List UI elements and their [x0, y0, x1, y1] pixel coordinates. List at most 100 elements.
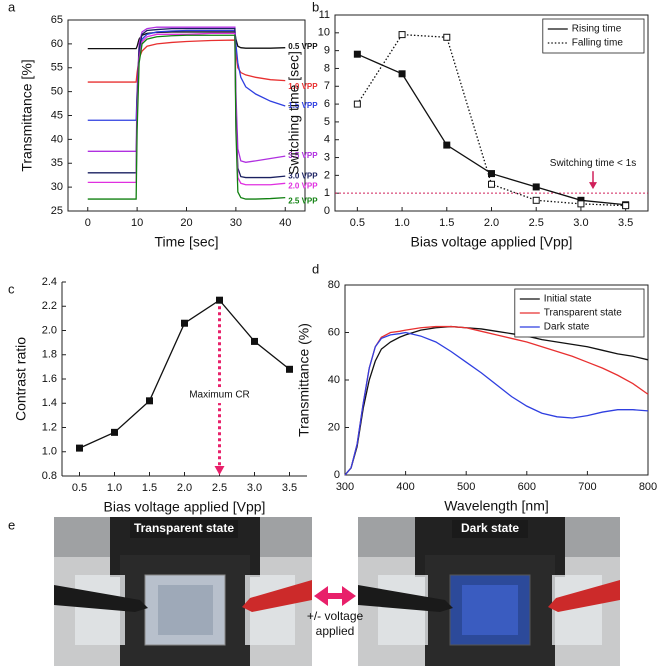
- legend-label: Dark state: [544, 322, 590, 333]
- y-axis-label: Transmittance (%): [296, 323, 312, 437]
- series-line: [87, 34, 286, 200]
- x-tick-label: 3.0: [573, 217, 588, 229]
- y-tick-label: 30: [51, 181, 63, 193]
- caption-bg: [452, 520, 528, 538]
- y-tick-label: 55: [51, 62, 63, 74]
- marker: [443, 141, 451, 149]
- marker: [488, 180, 495, 188]
- series-label: 3.5 VPP: [288, 151, 318, 160]
- x-tick-label: 700: [578, 481, 596, 493]
- y-tick-label: 2.4: [42, 276, 57, 288]
- y-tick-label: 1: [324, 187, 330, 199]
- x-tick-label: 2.5: [529, 217, 544, 229]
- arrow-head: [214, 466, 225, 475]
- series-line: [87, 27, 286, 179]
- series-line: [344, 325, 649, 476]
- marker: [353, 50, 361, 58]
- marker: [76, 444, 83, 452]
- series-label: 1.0 VPP: [288, 82, 318, 91]
- x-tick-label: 300: [336, 481, 354, 493]
- y-tick-label: 3: [324, 151, 330, 163]
- marker: [353, 100, 361, 108]
- y-tick-label: 11: [319, 9, 330, 21]
- x-tick-label: 40: [279, 217, 291, 229]
- y-tick-label: 1.6: [42, 373, 57, 385]
- y-tick-label: 80: [328, 279, 340, 291]
- marker: [577, 200, 585, 208]
- arrow-head: [589, 182, 597, 190]
- marker: [286, 365, 293, 373]
- y-tick-label: 1.0: [42, 446, 57, 458]
- marker: [111, 428, 118, 436]
- marker: [398, 31, 406, 39]
- legend-label: Falling time: [572, 38, 624, 49]
- photo-caption: Transparent state: [134, 521, 234, 535]
- x-axis-label: Time [sec]: [154, 234, 218, 250]
- y-tick-label: 0: [324, 205, 330, 217]
- y-tick-label: 35: [51, 157, 63, 169]
- panel-label: b: [312, 0, 319, 14]
- y-tick-label: 25: [51, 205, 63, 217]
- panel-label: c: [8, 281, 15, 296]
- series-label: 2.5 VPP: [288, 197, 318, 206]
- y-tick-label: 40: [51, 133, 63, 145]
- annotation-bg: [189, 387, 250, 404]
- series-line: [87, 39, 286, 83]
- x-tick-label: 2.0: [177, 482, 192, 494]
- x-tick-label: 0.5: [72, 482, 87, 494]
- photo-panel: e Transparent state Da: [8, 517, 620, 666]
- panel-label: e: [8, 517, 15, 532]
- y-tick-label: 0.8: [42, 470, 57, 482]
- marker: [146, 397, 153, 405]
- y-tick-label: 4: [324, 134, 330, 146]
- panel-label: d: [312, 261, 319, 276]
- y-tick-label: 45: [51, 109, 63, 121]
- legend-label: Transparent state: [544, 308, 622, 319]
- x-tick-label: 1.0: [394, 217, 409, 229]
- marker: [398, 70, 406, 78]
- series-label: 2.0 VPP: [288, 181, 318, 190]
- photo-right: [358, 517, 620, 666]
- y-tick-label: 0: [334, 469, 340, 481]
- series-line: [87, 29, 286, 121]
- x-axis-label: Wavelength [nm]: [444, 498, 549, 514]
- y-tick-label: 50: [51, 86, 63, 98]
- x-tick-label: 1.0: [107, 482, 122, 494]
- arrow-label: +/- voltage: [307, 609, 364, 623]
- x-tick-label: 30: [230, 217, 242, 229]
- legend-label: Rising time: [572, 24, 622, 35]
- panel-label: a: [8, 0, 16, 14]
- x-tick-label: 600: [518, 481, 536, 493]
- x-tick-label: 400: [396, 481, 414, 493]
- y-tick-label: 2.2: [42, 300, 57, 312]
- x-tick-label: 0: [85, 217, 91, 229]
- chart-panel: d 300 400 500 600 700 800 0 20 40 60 80 Wavelength […: [296, 261, 657, 513]
- y-tick-label: 9: [324, 45, 330, 57]
- photo-left: [54, 517, 312, 666]
- x-tick-label: 2.0: [484, 217, 499, 229]
- marker: [251, 337, 258, 345]
- y-tick-label: 5: [324, 116, 330, 128]
- legend-box: [542, 18, 645, 54]
- series-label: 0.5 VPP: [288, 42, 318, 51]
- series-label: 1.5 VPP: [288, 101, 318, 110]
- x-tick-label: 3.0: [247, 482, 262, 494]
- marker: [488, 170, 495, 178]
- x-tick-label: 2.5: [212, 482, 227, 494]
- y-axis-label: Switching time [sec]: [286, 51, 302, 175]
- x-axis-label: Bias voltage applied [Vpp]: [411, 234, 573, 250]
- caption-bg: [130, 520, 238, 538]
- y-tick-label: 1.4: [42, 397, 57, 409]
- x-tick-label: 20: [180, 217, 192, 229]
- annotation: Maximum CR: [189, 390, 250, 401]
- y-tick-label: 10: [318, 27, 330, 39]
- x-tick-label: 3.5: [618, 217, 633, 229]
- series-line: [87, 31, 286, 50]
- series-label: 3.0 VPP: [288, 171, 318, 180]
- series-line: [344, 325, 649, 476]
- arrow-label: applied: [316, 624, 355, 638]
- y-axis-label: Transmittance [%]: [19, 59, 35, 171]
- y-tick-label: 2.0: [42, 324, 57, 336]
- chart-panel: a 0 10 20 30 40 25 30 35 40 45 50 55 60 65 Time [sec] Tr…: [8, 0, 318, 250]
